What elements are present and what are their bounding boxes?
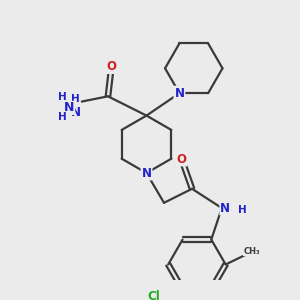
Text: H: H: [58, 112, 67, 122]
Text: CH₃: CH₃: [243, 247, 260, 256]
Text: N: N: [142, 167, 152, 179]
Text: H: H: [238, 205, 247, 215]
Text: N: N: [64, 101, 75, 114]
Text: N: N: [174, 87, 184, 100]
Text: N: N: [220, 202, 230, 214]
Text: O: O: [106, 60, 116, 73]
Text: O: O: [176, 152, 187, 166]
Text: H: H: [58, 92, 67, 102]
Text: H: H: [71, 94, 80, 104]
Text: Cl: Cl: [148, 290, 160, 300]
Text: N: N: [70, 106, 80, 118]
